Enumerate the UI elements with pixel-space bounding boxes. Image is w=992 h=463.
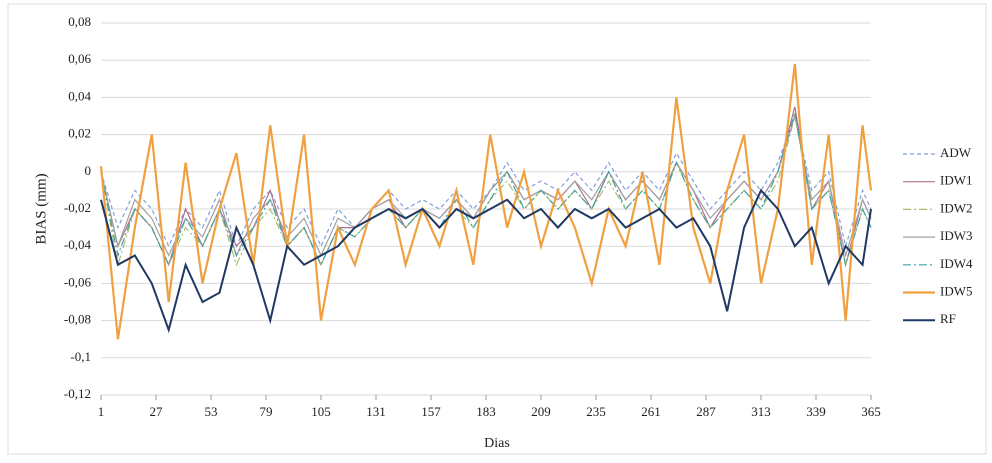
x-tick-label: 131 (366, 404, 386, 419)
x-axis-label: Dias (484, 436, 510, 451)
y-tick-label: -0,06 (64, 274, 92, 289)
y-tick-label: 0,08 (68, 14, 91, 29)
series-line (100, 112, 872, 268)
y-tick-label: -0,04 (64, 237, 92, 252)
x-tick-label: 339 (806, 404, 826, 419)
y-tick-label: 0,04 (68, 88, 91, 103)
y-tick-label: 0 (85, 163, 92, 178)
legend-label: IDW2 (940, 200, 973, 215)
legend-label: IDW1 (940, 173, 973, 188)
y-tick-label: -0,12 (64, 386, 91, 401)
chart-border (7, 3, 987, 455)
x-tick-label: 235 (586, 404, 606, 419)
y-tick-label: -0,1 (70, 349, 91, 364)
x-tick-label: 261 (641, 404, 661, 419)
y-tick-label: -0,08 (64, 312, 91, 327)
x-tick-label: 209 (531, 404, 551, 419)
series-line (100, 188, 872, 334)
x-tick-label: 313 (751, 404, 771, 419)
y-tick-label: 0,06 (68, 51, 91, 66)
x-tick-label: 53 (205, 404, 218, 419)
x-tick-label: 287 (696, 404, 716, 419)
series-line (99, 63, 873, 340)
x-tick-label: 105 (311, 404, 331, 419)
y-axis-label: BIAS (mm) (33, 173, 49, 244)
x-tick-label: 157 (421, 404, 441, 419)
y-tick-label: 0,02 (68, 126, 91, 141)
legend-label: RF (940, 311, 956, 326)
x-tick-label: 79 (260, 404, 273, 419)
y-tick-label: -0,02 (64, 200, 91, 215)
x-tick-label: 27 (150, 404, 164, 419)
x-tick-label: 1 (98, 404, 105, 419)
legend-label: ADW (940, 145, 972, 160)
legend-label: IDW4 (940, 256, 973, 271)
legend-label: IDW3 (940, 228, 973, 243)
x-tick-label: 365 (861, 404, 881, 419)
x-tick-label: 183 (476, 404, 496, 419)
legend-label: IDW5 (940, 283, 973, 298)
